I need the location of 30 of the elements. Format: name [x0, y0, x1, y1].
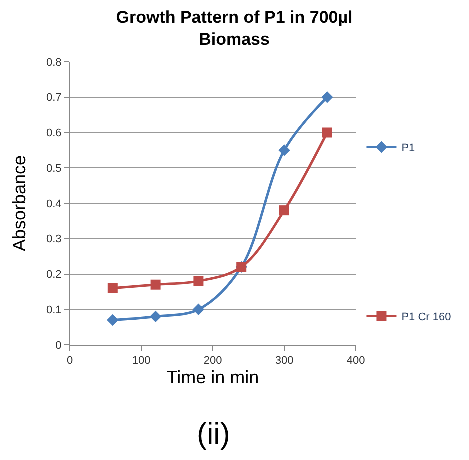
y-tick-label: 0.2 — [46, 269, 62, 282]
point — [108, 283, 118, 294]
y-axis-title: Absorbance — [10, 155, 30, 252]
y-tick-label: 0.5 — [46, 162, 62, 175]
y-tick-label: 0 — [56, 340, 62, 352]
y-tick-label: 0.6 — [46, 128, 62, 140]
y-tick-label: 0.4 — [46, 198, 62, 210]
text: (ii) — [197, 418, 230, 451]
x-tick-label: 0 — [66, 355, 74, 368]
y-tick-label: 0.8 — [46, 56, 62, 69]
y-tick-label: 0.7 — [46, 92, 62, 104]
x-tick-label: 400 — [346, 355, 366, 368]
point — [280, 206, 290, 216]
point — [150, 310, 162, 323]
point — [150, 280, 161, 290]
x-tick-label: 100 — [132, 355, 151, 368]
y-tick-label: 0.1 — [46, 304, 62, 316]
y-tick-label: 0.3 — [46, 234, 62, 246]
point — [107, 314, 119, 326]
x-tick-label: 300 — [275, 355, 294, 368]
point — [322, 92, 334, 104]
point — [194, 276, 204, 286]
point — [192, 304, 205, 316]
chart-title: Growth Pattern of P1 in 700µl Biomass — [116, 8, 353, 50]
x-axis-title: Time in min — [166, 367, 260, 388]
point — [322, 128, 332, 138]
x-tick-label: 200 — [204, 355, 222, 368]
legend-label: P1 — [402, 142, 416, 155]
legend-label: P1 Cr 160 — [402, 312, 452, 324]
point — [278, 144, 290, 156]
